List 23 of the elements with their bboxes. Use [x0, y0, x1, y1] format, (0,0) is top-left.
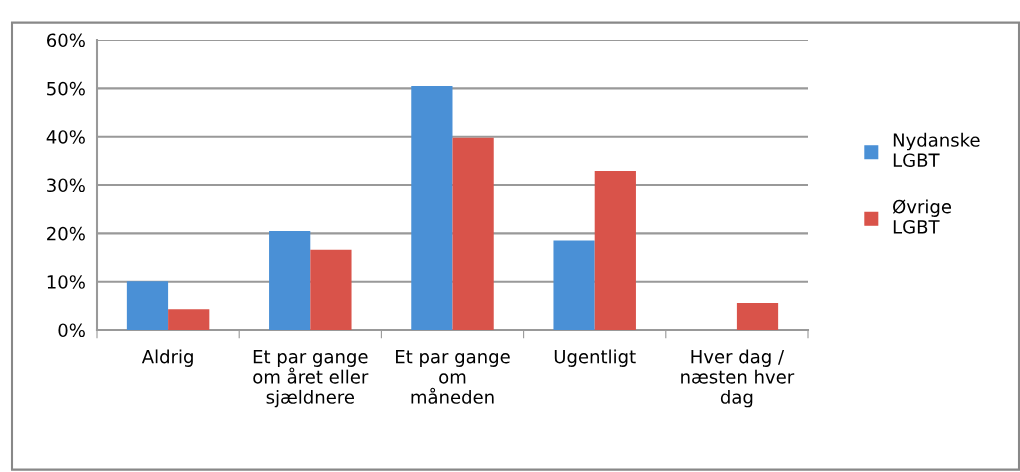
- bar: [452, 137, 494, 330]
- bar: [594, 170, 636, 330]
- bar: [168, 309, 210, 330]
- y-tick-label: 40%: [46, 130, 85, 144]
- bar: [553, 240, 595, 330]
- x-tick-label: Et par gange om året eller sjældnere: [253, 350, 369, 408]
- x-tick-label: Hver dag / næsten hver dag: [681, 349, 795, 408]
- bar: [736, 302, 779, 330]
- y-tick-label: 0%: [58, 323, 85, 338]
- y-tick-label: 20%: [47, 226, 85, 241]
- y-tick-label: 50%: [47, 81, 85, 96]
- legend-label: Nydanske LGBT: [893, 132, 980, 168]
- legend-label: Øvrige LGBT: [892, 199, 952, 234]
- y-tick-label: 60%: [47, 33, 85, 48]
- y-tick-label: 30%: [47, 178, 85, 193]
- x-tick-label: Et par gange om måneden: [396, 350, 510, 404]
- bar: [269, 230, 311, 330]
- x-tick-label: Ugentligt: [554, 349, 636, 367]
- bar: [126, 281, 169, 330]
- x-tick-label: Aldrig: [141, 349, 193, 367]
- y-tick-label: 10%: [47, 275, 85, 289]
- bar: [411, 85, 453, 330]
- bar: [310, 249, 352, 330]
